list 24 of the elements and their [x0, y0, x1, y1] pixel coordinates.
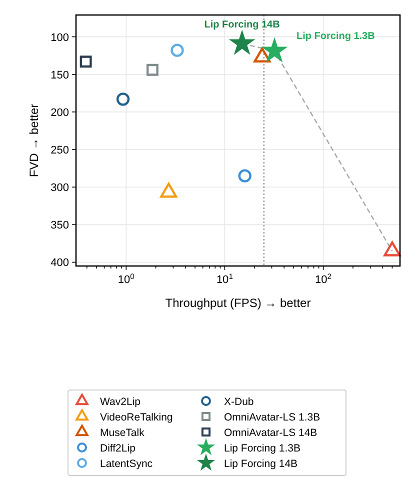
legend-label: VideoReTalking	[100, 412, 173, 424]
legend-label: OmniAvatar-LS 1.3B	[224, 412, 320, 424]
legend-label: MuseTalk	[100, 427, 146, 439]
x-tick-label: 10$^{1}$	[216, 272, 233, 286]
y-tick-label: 150	[50, 69, 69, 82]
legend-label: OmniAvatar-LS 14B	[224, 427, 318, 439]
y-axis-title: FVD → better	[27, 104, 41, 178]
x-axis-title: Throughput (FPS) → better	[165, 296, 311, 310]
y-tick-label: 300	[50, 182, 69, 194]
annotation: Lip Forcing 1.3B	[296, 31, 375, 42]
y-tick-label: 350	[50, 220, 69, 232]
y-tick-label: 100	[50, 32, 69, 44]
legend-label: Diff2Lip	[100, 442, 136, 454]
legend-label: Lip Forcing 1.3B	[224, 442, 300, 454]
legend-label: Lip Forcing 14B	[224, 458, 298, 470]
x-tick-label: 10$^{0}$	[118, 272, 134, 286]
y-tick-label: 250	[50, 144, 69, 157]
legend-label: X-Dub	[224, 396, 254, 408]
legend-label: Wav2Lip	[100, 396, 141, 408]
y-tick-label: 400	[50, 257, 69, 270]
x-tick-label: 10$^{2}$	[315, 272, 332, 286]
y-tick-label: 200	[50, 106, 69, 119]
annotation: Lip Forcing 14B	[204, 20, 280, 31]
legend-label: LatentSync	[100, 458, 153, 470]
